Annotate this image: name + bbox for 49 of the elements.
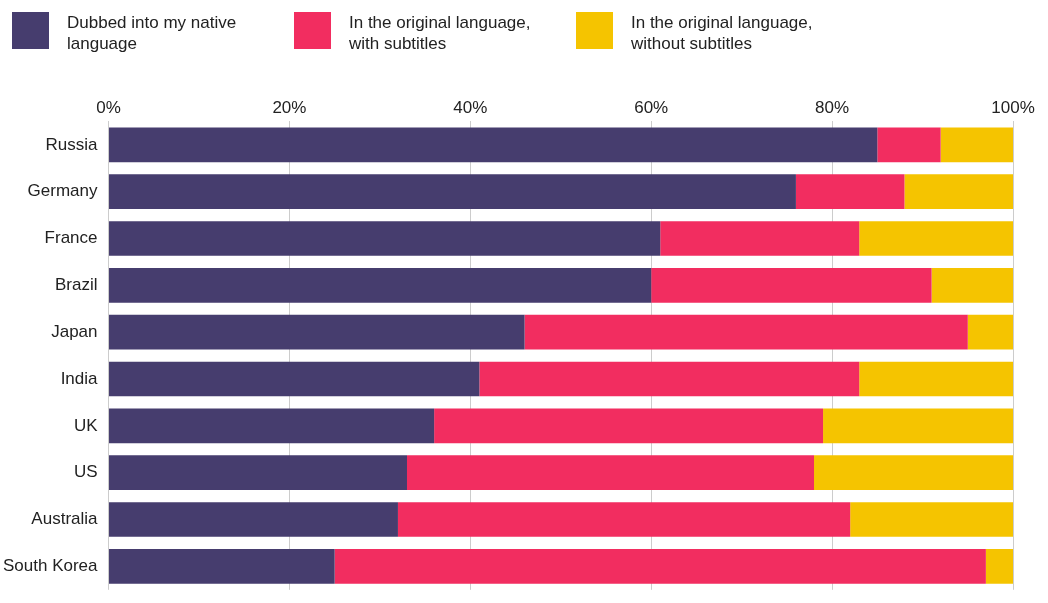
bar xyxy=(109,127,878,163)
bar xyxy=(109,549,335,584)
bar xyxy=(660,221,860,256)
bar xyxy=(904,174,1013,209)
x-tick-label: 0% xyxy=(96,97,121,117)
bar xyxy=(940,127,1013,163)
bar xyxy=(109,174,796,209)
y-tick-label: Russia xyxy=(45,134,99,154)
x-tick-label: 60% xyxy=(634,97,669,117)
bar xyxy=(334,549,986,584)
y-tick-label: Australia xyxy=(31,509,99,529)
y-tick-label: US xyxy=(73,462,98,482)
bar xyxy=(931,268,1013,303)
bar xyxy=(877,127,941,163)
y-tick-label: Japan xyxy=(51,321,98,341)
bar xyxy=(397,502,851,537)
bar xyxy=(524,314,968,350)
x-tick-label: 80% xyxy=(815,97,850,117)
y-tick-label: France xyxy=(44,228,98,248)
bar xyxy=(651,268,932,303)
y-tick-label: UK xyxy=(73,415,99,435)
x-tick-label: 40% xyxy=(453,97,488,117)
bar xyxy=(109,221,661,256)
bar xyxy=(795,174,905,209)
bar xyxy=(479,361,860,397)
bar xyxy=(967,314,1013,350)
y-tick-label: Brazil xyxy=(55,275,98,295)
bar xyxy=(859,361,1013,397)
y-tick-label: India xyxy=(60,368,99,388)
bar xyxy=(823,408,1013,444)
bar xyxy=(859,221,1013,256)
bar xyxy=(109,268,652,303)
bar xyxy=(434,408,824,444)
y-tick-label: South Korea xyxy=(3,556,99,576)
legend-label: Dubbed into my native language xyxy=(67,12,238,54)
bar xyxy=(109,314,525,350)
bar xyxy=(985,549,1013,584)
y-tick-label: Germany xyxy=(27,181,98,201)
x-tick-label: 100% xyxy=(991,97,1035,117)
bar xyxy=(850,502,1013,537)
legend-label: In the original language, with subtitles xyxy=(349,12,532,54)
x-tick-label: 20% xyxy=(272,97,307,117)
bar xyxy=(109,502,398,537)
bar xyxy=(814,455,1013,491)
bar xyxy=(406,455,815,491)
bar xyxy=(109,408,435,444)
legend-label: In the original language, without subtitles xyxy=(631,12,814,54)
bar xyxy=(109,361,480,397)
bar xyxy=(109,455,407,491)
